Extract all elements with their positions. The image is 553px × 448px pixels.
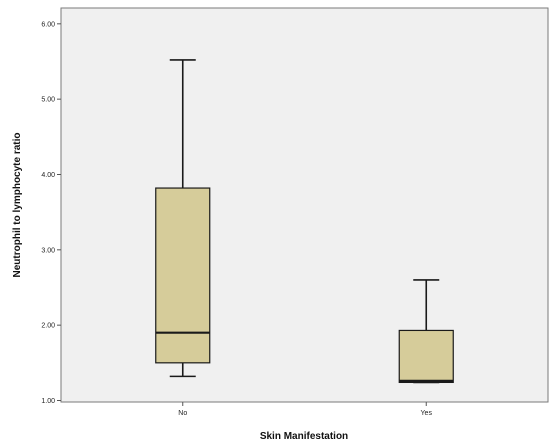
plot-area bbox=[60, 7, 549, 403]
x-axis: No Yes bbox=[178, 402, 432, 417]
y-tick-label: 1.00 bbox=[41, 398, 55, 405]
x-tick-label: No bbox=[178, 410, 187, 417]
box-group-no bbox=[155, 59, 211, 378]
y-axis-title: Neutrophil to lymphocyte ratio bbox=[12, 132, 23, 277]
y-tick-label: 2.00 bbox=[41, 323, 55, 330]
x-axis-title: Skin Manifestation bbox=[260, 431, 348, 442]
y-tick-label: 4.00 bbox=[41, 172, 55, 179]
iqr-box bbox=[155, 187, 211, 364]
iqr-box bbox=[398, 329, 454, 384]
x-tick-label: Yes bbox=[421, 410, 433, 417]
boxplot-series bbox=[155, 59, 454, 384]
y-axis: 1.00 2.00 3.00 4.00 5.00 6.00 bbox=[41, 21, 61, 405]
y-tick-label: 3.00 bbox=[41, 247, 55, 254]
y-tick-label: 5.00 bbox=[41, 97, 55, 104]
box-group-yes bbox=[398, 279, 454, 384]
y-tick-label: 6.00 bbox=[41, 21, 55, 28]
